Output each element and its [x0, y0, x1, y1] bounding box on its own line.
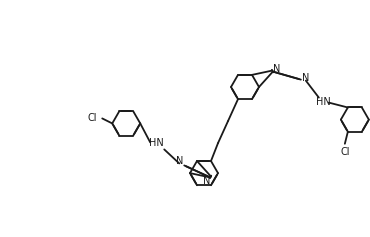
- Text: Cl: Cl: [340, 147, 350, 157]
- Text: N: N: [273, 64, 280, 73]
- Text: N: N: [203, 176, 211, 186]
- Text: Cl: Cl: [87, 114, 97, 123]
- Text: HN: HN: [316, 97, 331, 107]
- Text: N: N: [302, 73, 310, 83]
- Text: N: N: [175, 156, 183, 166]
- Text: HN: HN: [149, 138, 164, 148]
